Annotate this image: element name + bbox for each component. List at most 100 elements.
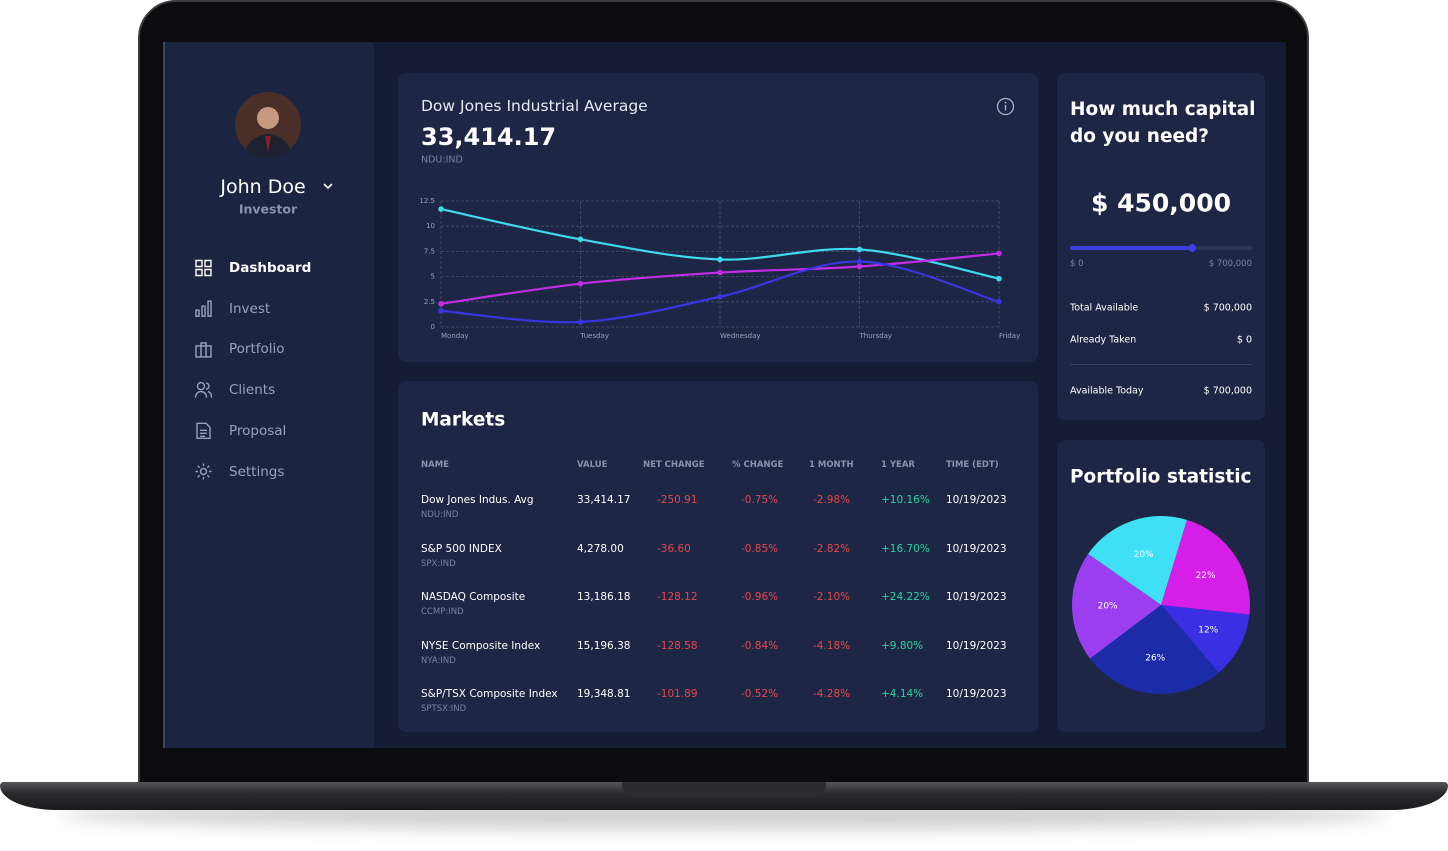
table-cell: 10/19/2023 — [946, 542, 1007, 555]
pie-label: 26% — [1145, 654, 1165, 664]
table-cell: 10/19/2023 — [946, 591, 1007, 603]
table-cell: +24.22% — [881, 591, 930, 603]
table-header: % CHANGE — [732, 460, 784, 470]
slider-knob[interactable] — [1188, 244, 1196, 252]
table-cell: -2.10% — [813, 591, 851, 603]
market-symbol: NDU:IND — [421, 510, 459, 520]
pie-slice — [1161, 605, 1250, 673]
market-symbol: NYA:IND — [421, 655, 456, 666]
table-title: Markets — [421, 409, 506, 431]
table-cell: -4.28% — [813, 688, 851, 700]
table-header: TIME (EDT) — [946, 460, 999, 470]
y-tick-label: 12.5 — [419, 197, 435, 205]
x-tick-label: Monday — [441, 332, 469, 340]
pie-slice — [1089, 605, 1219, 695]
table-cell: 19,348.81 — [577, 688, 631, 700]
x-tick-label: Friday — [999, 332, 1020, 340]
markets-card — [398, 381, 1038, 732]
table-cell: -128.58 — [657, 639, 698, 652]
nav-item[interactable]: Clients — [229, 382, 276, 399]
index-card — [398, 73, 1038, 362]
nav-icon[interactable] — [195, 259, 212, 277]
market-symbol: CCMP:IND — [421, 607, 464, 617]
table-cell: 10/19/2023 — [946, 639, 1007, 652]
line-point — [717, 256, 723, 263]
market-name: Dow Jones Indus. Avg — [421, 494, 534, 506]
market-name: NASDAQ Composite — [421, 591, 526, 603]
slider-max: $ 700,000 — [1208, 259, 1252, 269]
x-tick-label: Thursday — [859, 332, 893, 340]
market-name: S&P/TSX Composite Index — [421, 688, 558, 700]
table-cell: +10.16% — [881, 494, 930, 506]
table-header: 1 MONTH — [809, 460, 854, 470]
market-symbol: SPX:IND — [421, 558, 456, 569]
x-tick-label: Tuesday — [580, 332, 609, 340]
table-cell: -4.18% — [813, 639, 851, 652]
nav-icon[interactable] — [195, 300, 212, 317]
line-point — [438, 301, 444, 307]
capital-row-label: Total Available — [1070, 302, 1139, 314]
nav-item[interactable]: Portfolio — [229, 341, 285, 358]
capital-row-value: $ 700,000 — [1203, 385, 1252, 397]
table-cell: 4,278.00 — [577, 542, 624, 555]
table-header: NET CHANGE — [643, 460, 705, 470]
pie-label: 20% — [1134, 550, 1154, 560]
capital-title: How much capital do you need? — [1070, 99, 1256, 147]
line-point — [856, 258, 863, 265]
y-tick-label: 10 — [426, 222, 435, 230]
line-point — [856, 246, 863, 253]
y-tick-label: 2.5 — [424, 298, 435, 306]
user-name: John Doe — [220, 176, 306, 198]
table-cell: +16.70% — [881, 542, 930, 555]
capital-row-value: $ 0 — [1236, 334, 1252, 346]
pie-label: 12% — [1198, 625, 1218, 635]
nav-item[interactable]: Invest — [229, 300, 271, 317]
line-point — [856, 263, 863, 270]
pie-slice — [1161, 519, 1250, 615]
table-cell: -2.82% — [813, 542, 851, 555]
y-tick-label: 5 — [431, 273, 435, 281]
table-cell: -0.96% — [741, 591, 779, 603]
nav-item[interactable]: Settings — [229, 463, 285, 480]
nav-icon[interactable] — [195, 342, 212, 358]
table-header: NAME — [421, 460, 449, 470]
chart-title: Dow Jones Industrial Average — [421, 97, 648, 115]
table-cell: -36.60 — [657, 542, 691, 555]
slider-fill — [1070, 246, 1192, 250]
line-point — [577, 280, 584, 287]
nav-icon[interactable] — [195, 463, 212, 480]
line-point — [996, 275, 1002, 282]
nav-icon[interactable] — [194, 381, 213, 398]
slider-min: $ 0 — [1070, 259, 1084, 269]
table-cell: 13,186.18 — [577, 591, 631, 603]
sidebar — [163, 42, 374, 748]
laptop-notch — [622, 782, 826, 797]
table-cell: -0.52% — [741, 688, 779, 700]
table-cell: +9.80% — [881, 639, 924, 652]
pie-slice — [1072, 553, 1161, 659]
table-cell: -250.91 — [657, 494, 698, 506]
market-symbol: SPTSX:IND — [421, 704, 467, 714]
table-cell: 10/19/2023 — [946, 494, 1007, 506]
avatar — [235, 92, 301, 158]
line-point — [996, 250, 1002, 257]
table-cell: 10/19/2023 — [946, 688, 1007, 700]
table-cell: +4.14% — [881, 688, 924, 700]
x-tick-label: Wednesday — [720, 332, 761, 340]
index-symbol: NDU:IND — [421, 154, 463, 166]
chart-title: Portfolio statistic — [1070, 466, 1252, 488]
nav-item[interactable]: Dashboard — [229, 260, 312, 276]
market-name: NYSE Composite Index — [421, 639, 541, 652]
nav-item[interactable]: Proposal — [229, 422, 287, 439]
info-icon[interactable] — [996, 97, 1015, 116]
line-point — [996, 299, 1002, 305]
nav-icon[interactable] — [196, 422, 211, 439]
chevron-down[interactable] — [322, 181, 334, 191]
capital-row-value: $ 700,000 — [1203, 302, 1252, 314]
pie-slice — [1088, 516, 1188, 605]
capital-row-label: Available Today — [1070, 385, 1144, 397]
table-cell: -0.84% — [741, 639, 779, 652]
line-point — [577, 319, 584, 325]
table-cell: -128.12 — [657, 591, 698, 603]
